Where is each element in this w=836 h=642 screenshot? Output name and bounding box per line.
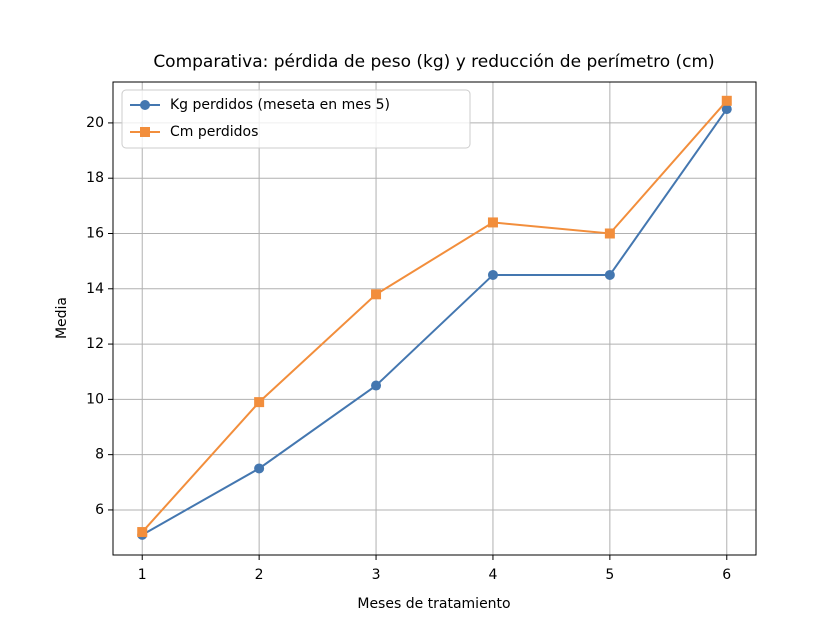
plot-frame: [112, 81, 757, 556]
marker: [371, 380, 382, 391]
marker: [254, 463, 265, 474]
legend-label: Kg perdidos (meseta en mes 5): [170, 97, 390, 113]
marker: [371, 289, 382, 300]
y-tick-label: 16: [86, 225, 104, 241]
x-tick-label: 5: [605, 567, 614, 583]
marker: [721, 104, 732, 115]
legend-marker: [140, 100, 150, 110]
legend-label: Cm perdidos: [170, 124, 258, 140]
x-axis-label: Meses de tratamiento: [357, 596, 510, 612]
y-tick-label: 14: [86, 281, 104, 297]
y-tick-label: 20: [86, 115, 104, 131]
marker: [604, 228, 615, 239]
x-tick-label: 1: [138, 567, 147, 583]
x-tick-label: 2: [255, 567, 264, 583]
chart-title: Comparativa: pérdida de peso (kg) y redu…: [153, 52, 714, 72]
series-line: [141, 108, 728, 536]
y-tick-label: 18: [86, 170, 104, 186]
y-tick-label: 10: [86, 391, 104, 407]
marker: [137, 527, 148, 538]
marker: [487, 269, 498, 280]
marker: [604, 269, 615, 280]
x-tick-label: 6: [722, 567, 731, 583]
y-axis-label: Media: [54, 297, 70, 339]
x-tick-label: 4: [488, 567, 497, 583]
marker: [487, 217, 498, 228]
legend-box: [121, 89, 471, 149]
y-tick-label: 12: [86, 336, 104, 352]
legend-marker: [140, 127, 150, 137]
series-line: [141, 100, 728, 533]
marker: [721, 95, 732, 106]
y-tick-label: 6: [95, 502, 104, 518]
y-tick-label: 8: [95, 447, 104, 463]
x-tick-label: 3: [372, 567, 381, 583]
marker: [254, 397, 265, 408]
